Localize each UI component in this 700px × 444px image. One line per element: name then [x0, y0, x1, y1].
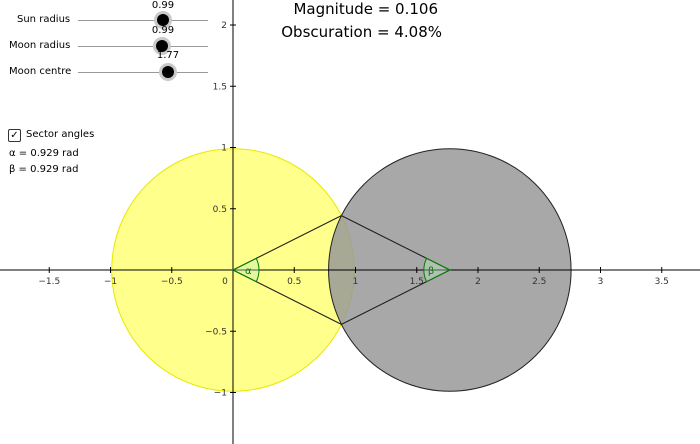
- slider-knob-moon-radius[interactable]: [156, 40, 168, 52]
- beta-readout: β = 0.929 rad: [9, 164, 79, 175]
- beta-mark: β: [428, 266, 434, 277]
- slider-knob-moon-centre[interactable]: [162, 66, 174, 78]
- slider-track-sun-radius[interactable]: [78, 20, 208, 21]
- slider-value-moon-radius: 0.99: [151, 25, 175, 36]
- alpha-mark: α: [245, 266, 252, 277]
- beta-arc: [423, 257, 451, 283]
- x-tick-label: −1: [104, 277, 117, 287]
- x-tick-label: 0: [222, 277, 228, 287]
- y-tick-label: −1: [214, 389, 227, 399]
- slider-value-moon-centre: 1.77: [156, 50, 180, 61]
- x-tick-label: −0.5: [161, 277, 183, 287]
- x-tick-label: 1: [353, 277, 359, 287]
- slider-value-sun-radius: 0.99: [151, 0, 175, 11]
- alpha-readout: α = 0.929 rad: [9, 148, 79, 159]
- y-tick-label: −0.5: [205, 327, 227, 337]
- magnitude-text: Magnitude = 0.106: [293, 0, 438, 18]
- sector-angles-checkbox[interactable]: ✓: [8, 129, 21, 142]
- slider-knob-sun-radius[interactable]: [157, 14, 169, 26]
- obscuration-text: Obscuration = 4.08%: [281, 23, 442, 41]
- x-tick-label: 0.5: [287, 277, 301, 287]
- slider-track-moon-centre[interactable]: [78, 72, 208, 73]
- y-tick-label: 2: [221, 21, 227, 31]
- x-tick-label: 3.5: [655, 277, 669, 287]
- y-tick-label: 0.5: [213, 205, 227, 215]
- x-tick-label: −1.5: [38, 277, 60, 287]
- alpha-arc: [231, 257, 260, 283]
- x-tick-label: 3: [598, 277, 604, 287]
- slider-label-moon-radius: Moon radius: [9, 40, 71, 51]
- slider-label-moon-centre: Moon centre: [9, 66, 72, 77]
- slider-track-moon-radius[interactable]: [78, 46, 208, 47]
- x-tick-label: 2: [475, 277, 481, 287]
- sector-angles-label[interactable]: Sector angles: [26, 129, 95, 140]
- y-tick-label: 1: [221, 144, 227, 154]
- slider-label-sun-radius: Sun radius: [17, 14, 71, 25]
- y-tick-label: 1.5: [213, 82, 227, 92]
- x-tick-label: 2.5: [532, 277, 546, 287]
- x-tick-label: 1.5: [410, 277, 424, 287]
